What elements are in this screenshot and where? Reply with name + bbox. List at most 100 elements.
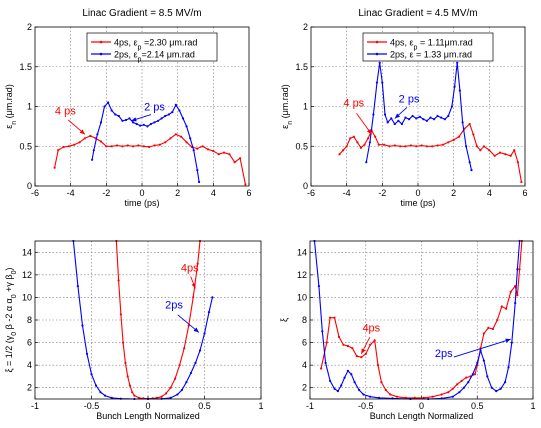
y-axis-label: εn (μm.rad) [4, 84, 18, 129]
series-point [53, 166, 56, 169]
series-point [103, 105, 106, 108]
series-point [450, 105, 453, 108]
series-point [110, 396, 113, 399]
series-point [126, 375, 129, 378]
series-point [516, 294, 519, 297]
series-point [57, 149, 60, 152]
series-point [320, 367, 323, 370]
series-point [169, 137, 172, 140]
series-point [358, 388, 361, 392]
series-point [160, 395, 163, 398]
annotation-label: 2 ps [399, 94, 420, 106]
series-point [386, 121, 389, 124]
series-point [76, 285, 79, 288]
legend-marker [375, 40, 379, 44]
annotation-label: 2ps [435, 348, 453, 360]
legend-entry-part: 2ps, ε [114, 50, 138, 60]
series-point [415, 145, 418, 148]
series-point [353, 381, 356, 384]
series-point [343, 376, 346, 379]
series-point [510, 341, 513, 344]
series-point [488, 149, 491, 152]
legend-marker [99, 40, 103, 44]
series-point [372, 113, 375, 116]
y-axis-label-part: (μm.rad) [280, 84, 290, 121]
series-point [440, 393, 443, 396]
series-point [491, 327, 494, 331]
series-point [404, 116, 407, 119]
plot-frame [34, 26, 250, 187]
series-point [164, 141, 167, 144]
series-point [367, 137, 370, 140]
series-point [472, 133, 475, 136]
series-point [468, 122, 471, 126]
series-point [167, 113, 170, 116]
legend-entry: 4ps, εp =2.30 μm.rad [114, 38, 197, 52]
series-point [189, 371, 192, 375]
series-point [473, 373, 477, 376]
x-tick-label: 0 [419, 401, 424, 411]
series-point [185, 141, 188, 144]
series-point [207, 311, 211, 314]
series-point [409, 144, 412, 147]
series-point [180, 135, 183, 138]
series-point [411, 114, 414, 118]
series-point [490, 386, 493, 389]
series-point [425, 145, 428, 148]
series-point [185, 125, 188, 128]
series-point [128, 117, 131, 120]
series-point [91, 158, 94, 161]
series-point [187, 324, 190, 327]
annotation-label: 2ps [165, 300, 183, 312]
series-point [192, 296, 195, 299]
series-point [89, 134, 92, 137]
x-tick-label: -4 [343, 188, 351, 198]
legend-entry-part: p [138, 44, 142, 51]
annotation-arrowhead [193, 327, 199, 333]
x-tick-label: -1 [31, 401, 39, 411]
series-point [99, 121, 103, 124]
annotation-label: 4ps [362, 322, 380, 334]
series-point [233, 161, 236, 164]
series-point [452, 138, 455, 141]
series-point [496, 318, 499, 322]
series-point [196, 147, 199, 150]
series-point [380, 381, 383, 384]
series-point [329, 379, 332, 382]
annotation-arrowhead [505, 338, 511, 343]
plot-frame [34, 240, 262, 400]
series-point [363, 143, 366, 146]
series-point [132, 121, 135, 124]
y-tick-label: 6 [27, 338, 32, 348]
annotation-label: 4ps [181, 262, 199, 274]
y-axis-label-part: ξ = 1/2 (γ [4, 335, 14, 372]
series-point [198, 180, 201, 184]
series-point [393, 122, 396, 126]
series-point [124, 361, 127, 364]
legend-marker [375, 52, 379, 56]
series-point [148, 145, 151, 149]
series-point [453, 85, 456, 88]
series-point [399, 145, 402, 148]
series-point [149, 122, 152, 126]
y-axis-label: ξ = 1/2 (γ0 β -2 α α0 +γ β0) [4, 267, 18, 372]
legend-entry: 2ps, εp=2.14 μm.rad [114, 50, 195, 64]
y-tick-label: 12 [297, 270, 307, 280]
series-point [461, 121, 464, 124]
chart-panel-2: -6 -4 -2 0 2 4 6 0 0.5 1 1.5 2 4 ps 2 ps 4ps, εp = 1.1… [280, 8, 528, 208]
series-point [479, 349, 482, 352]
series-point [471, 373, 474, 376]
series-point [520, 180, 523, 184]
series-point [338, 153, 341, 156]
series-point [325, 341, 328, 344]
series-point [388, 145, 391, 148]
x-tick-label: 4 [487, 188, 492, 198]
x-tick-label: 6 [246, 188, 251, 198]
series-point [359, 146, 362, 149]
series-point [201, 145, 204, 148]
series-point [440, 116, 443, 119]
series-point [482, 359, 485, 362]
series-point [465, 145, 468, 148]
